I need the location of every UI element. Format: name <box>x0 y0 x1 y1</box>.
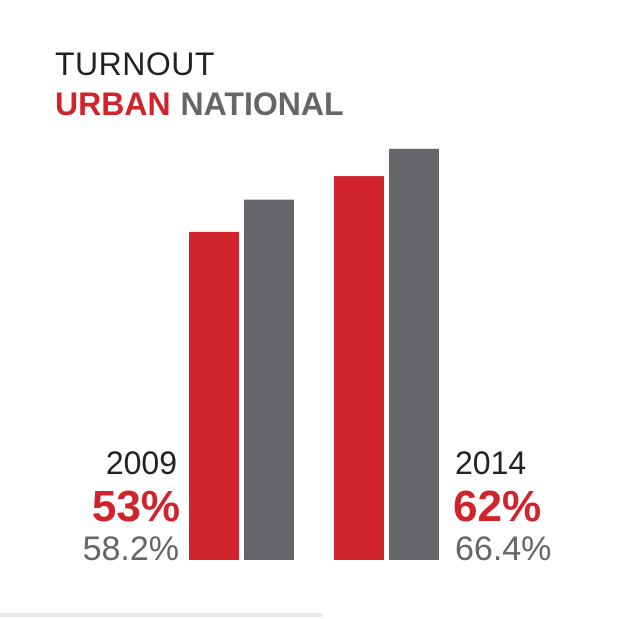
category-label-2014: 2014 <box>455 445 527 481</box>
bar-urban-2014 <box>334 176 384 560</box>
legend-national: NATIONAL <box>180 86 344 122</box>
national-value-label-2014: 66.4% <box>455 530 552 568</box>
category-label-2009: 2009 <box>105 445 177 481</box>
urban-value-label-2009: 53% <box>91 482 180 531</box>
bar-urban-2009 <box>189 231 239 560</box>
national-value-label-2009: 58.2% <box>82 530 179 568</box>
bar-national-2009 <box>244 199 294 560</box>
bar-national-2014 <box>389 148 439 560</box>
chart-legend: URBAN NATIONAL <box>55 84 343 124</box>
urban-value-label-2014: 62% <box>453 482 542 531</box>
bottom-divider <box>0 613 322 617</box>
chart-title: TURNOUT <box>55 46 215 82</box>
legend-urban: URBAN <box>55 86 171 122</box>
